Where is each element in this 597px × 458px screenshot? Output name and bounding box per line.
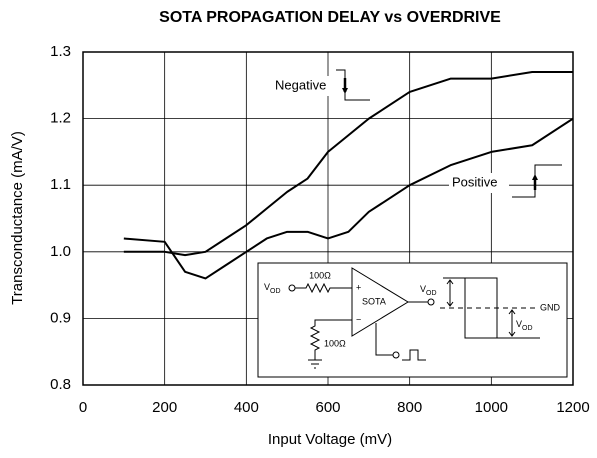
waveform	[443, 277, 540, 339]
step-symbol	[336, 69, 370, 101]
resistor-label: 100Ω	[309, 270, 331, 280]
label-bg	[449, 173, 509, 193]
x-tick-label: 1000	[475, 399, 508, 416]
terminal	[427, 298, 435, 306]
pulse	[402, 349, 426, 361]
signal-label: VOD	[420, 284, 437, 296]
label-bg	[272, 76, 338, 96]
label-sub: OD	[522, 325, 533, 332]
label-main: V	[264, 282, 270, 292]
y-tick-label: 1.3	[50, 43, 71, 60]
data-line	[123, 117, 574, 280]
chart-title: SOTA PROPAGATION DELAY vs OVERDRIVE	[159, 9, 501, 26]
x-tick-label: 400	[234, 399, 259, 416]
label-sub: OD	[426, 290, 437, 297]
terminal	[392, 351, 400, 359]
amp-label: SOTA	[362, 296, 386, 306]
series-label: Positive	[452, 174, 498, 189]
label-main: V	[516, 319, 522, 329]
gnd-label: GND	[540, 302, 561, 312]
data-line	[123, 70, 573, 257]
step-symbol	[512, 164, 562, 198]
y-tick-label: 1.2	[50, 110, 71, 127]
x-tick-label: 800	[397, 399, 422, 416]
terminal	[288, 284, 296, 292]
amp-plus: +	[356, 282, 361, 292]
inset-box	[257, 262, 568, 378]
label-main: V	[420, 284, 426, 294]
arrow-head	[532, 174, 538, 180]
x-tick-label: 600	[315, 399, 340, 416]
x-tick-label: 200	[152, 399, 177, 416]
resistor-label: 100Ω	[324, 338, 346, 348]
series-label: Negative	[275, 77, 326, 92]
label-sub: OD	[270, 288, 281, 295]
x-tick-label: 1200	[556, 399, 589, 416]
amp-minus: −	[356, 314, 361, 324]
y-tick-label: 1.1	[50, 176, 71, 193]
swing-arrow	[508, 309, 516, 337]
y-axis-label: Transconductance (mA/V)	[9, 131, 26, 305]
signal-label: VOD	[516, 319, 533, 331]
plot-frame	[82, 51, 574, 386]
swing-arrow	[446, 279, 454, 307]
resistor	[308, 319, 352, 369]
x-axis-label: Input Voltage (mV)	[268, 431, 392, 448]
y-tick-label: 0.9	[50, 309, 71, 326]
signal-label: VOD	[264, 282, 281, 294]
x-tick-label: 0	[79, 399, 87, 416]
y-tick-label: 1.0	[50, 243, 71, 260]
resistor	[295, 282, 352, 294]
arrow-head	[342, 88, 348, 94]
y-tick-label: 0.8	[50, 376, 71, 393]
wire	[375, 323, 393, 356]
amplifier	[351, 267, 409, 337]
